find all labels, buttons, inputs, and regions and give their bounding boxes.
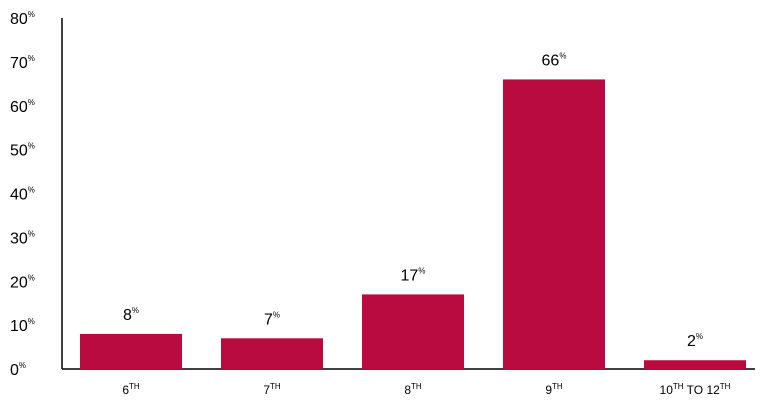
y-tick-label: 30% [10,229,35,247]
data-labels-group: 8% 7% 17% 66% 2% [123,51,703,350]
y-axis-ticks: 0% 10% 20% 30% 40% 50% 60% 70% 80% [10,10,35,379]
x-category-label: 8TH [404,382,422,397]
y-tick-label: 60% [10,98,35,116]
y-tick-label: 50% [10,142,35,160]
y-tick-label: 80% [10,10,35,28]
data-label: 66% [542,51,567,69]
bar [362,294,464,369]
y-tick-label: 10% [10,317,35,335]
bar [221,338,323,369]
x-category-label: 7TH [263,382,281,397]
x-category-label: 9TH [545,382,563,397]
bar [644,360,746,369]
y-tick-label: 70% [10,54,35,72]
y-tick-label: 40% [10,186,35,204]
data-label: 8% [123,306,139,324]
y-tick-label: 20% [10,273,35,291]
data-label: 2% [687,332,703,350]
x-category-label: 10TH TO 12TH [660,382,731,397]
bar [80,333,182,369]
data-label: 17% [401,266,426,284]
data-label: 7% [264,310,280,328]
x-category-label: 6TH [122,382,140,397]
bars-group [80,79,746,370]
x-axis-labels: 6TH 7TH 8TH 9TH 10TH TO 12TH [122,382,730,397]
bar [503,79,605,370]
y-tick-label: 0% [10,361,26,379]
